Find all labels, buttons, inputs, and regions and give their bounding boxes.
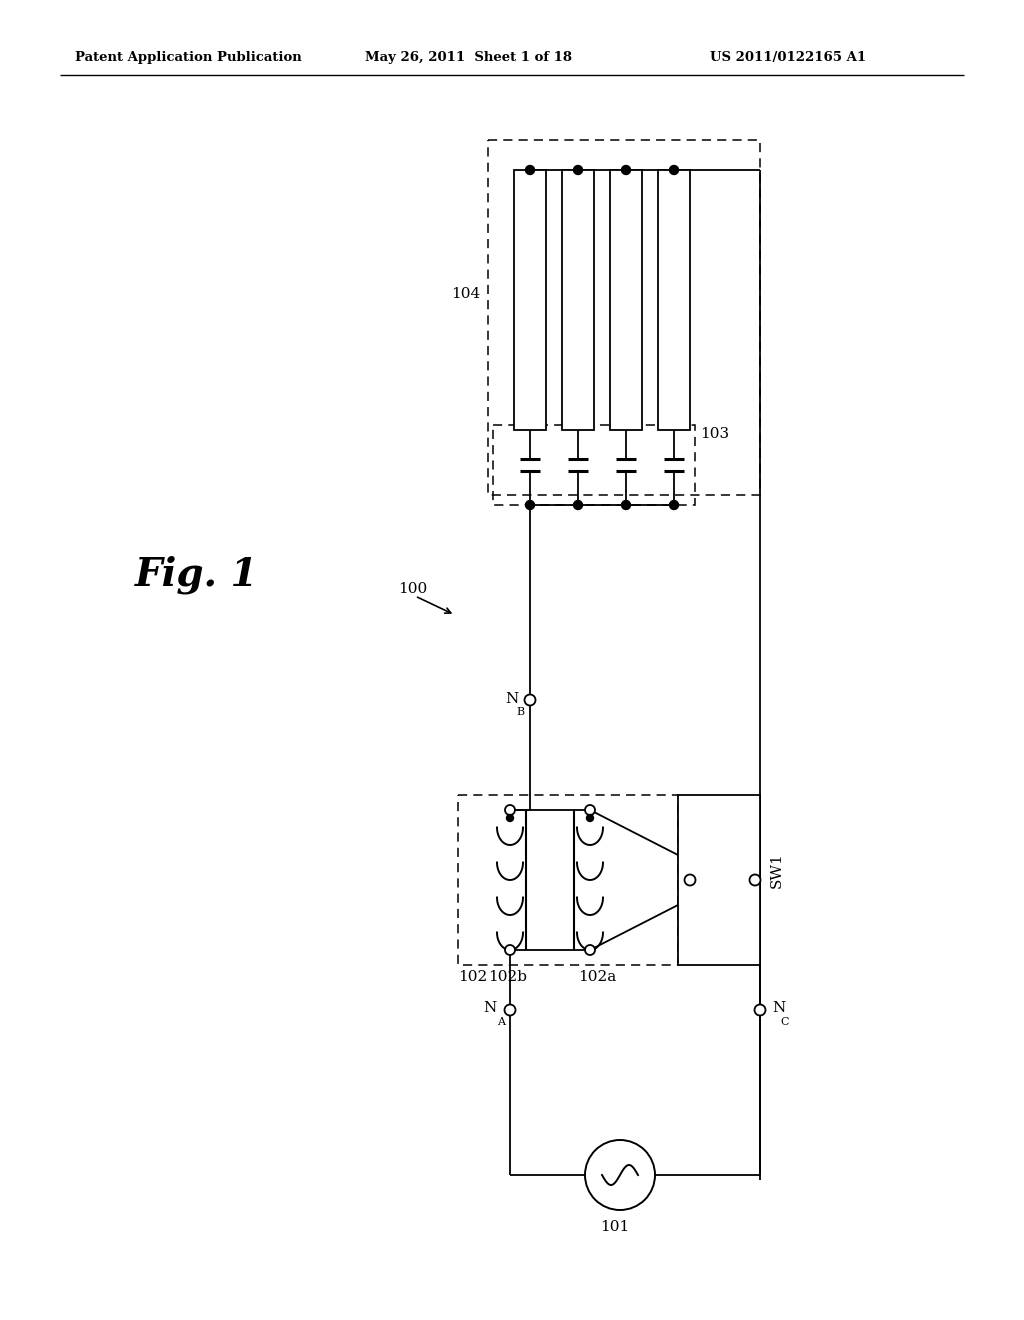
Bar <box>610 170 642 430</box>
Circle shape <box>505 805 515 814</box>
Bar <box>458 795 678 965</box>
Bar <box>658 170 690 430</box>
Bar <box>493 425 695 506</box>
Text: US 2011/0122165 A1: US 2011/0122165 A1 <box>710 51 866 65</box>
Circle shape <box>573 500 583 510</box>
Text: Patent Application Publication: Patent Application Publication <box>75 51 302 65</box>
Text: 101: 101 <box>600 1220 630 1234</box>
Circle shape <box>587 814 594 821</box>
Circle shape <box>670 500 679 510</box>
Text: A: A <box>497 1016 505 1027</box>
Text: 102b: 102b <box>488 970 527 983</box>
Text: 100: 100 <box>398 582 427 597</box>
Circle shape <box>524 694 536 705</box>
Text: Fig. 1: Fig. 1 <box>135 554 258 594</box>
Text: N: N <box>505 692 518 706</box>
Circle shape <box>525 500 535 510</box>
Text: C: C <box>780 1016 788 1027</box>
Text: 102: 102 <box>458 970 487 983</box>
Circle shape <box>670 165 679 174</box>
Text: May 26, 2011  Sheet 1 of 18: May 26, 2011 Sheet 1 of 18 <box>365 51 572 65</box>
Circle shape <box>525 165 535 174</box>
Circle shape <box>505 945 515 954</box>
Bar <box>514 170 546 430</box>
Circle shape <box>507 814 513 821</box>
Circle shape <box>573 165 583 174</box>
Bar <box>562 170 594 430</box>
Text: 104: 104 <box>451 286 480 301</box>
Text: 103: 103 <box>700 426 729 441</box>
Text: N: N <box>482 1001 496 1015</box>
Text: B: B <box>517 708 525 717</box>
Text: N: N <box>772 1001 785 1015</box>
Text: 102a: 102a <box>578 970 616 983</box>
Circle shape <box>750 874 761 886</box>
Text: SW1: SW1 <box>770 853 784 888</box>
Bar <box>678 795 760 965</box>
Circle shape <box>505 1005 515 1015</box>
Circle shape <box>585 1140 655 1210</box>
Bar <box>488 140 760 495</box>
Circle shape <box>684 874 695 886</box>
Circle shape <box>622 500 631 510</box>
Circle shape <box>585 945 595 954</box>
Circle shape <box>585 805 595 814</box>
Circle shape <box>622 165 631 174</box>
Circle shape <box>755 1005 766 1015</box>
